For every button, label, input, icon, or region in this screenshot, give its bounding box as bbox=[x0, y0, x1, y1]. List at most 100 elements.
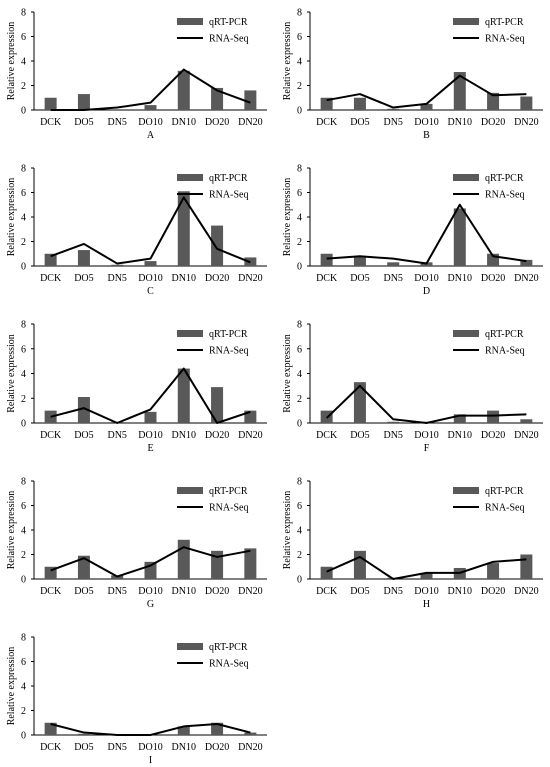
x-tick-label: DCK bbox=[40, 586, 62, 597]
x-tick-label: DN10 bbox=[448, 430, 472, 441]
y-tick-label: 2 bbox=[297, 237, 302, 248]
bar-qrt-pcr bbox=[244, 90, 257, 110]
y-tick-label: 4 bbox=[297, 213, 302, 224]
bar-qrt-pcr bbox=[44, 722, 57, 735]
x-tick-label: DO20 bbox=[481, 273, 505, 284]
y-tick-label: 8 bbox=[297, 8, 302, 19]
bar-qrt-pcr bbox=[144, 261, 157, 266]
bar-qrt-pcr bbox=[420, 103, 433, 110]
bar-qrt-pcr bbox=[77, 94, 90, 110]
legend-swatch-qrt-pcr bbox=[177, 174, 203, 181]
legend-swatch-qrt-pcr bbox=[453, 174, 479, 181]
panel-label: B bbox=[423, 130, 430, 141]
y-tick-label: 6 bbox=[21, 344, 26, 355]
y-tick-label: 4 bbox=[297, 369, 302, 380]
x-tick-label: DN10 bbox=[448, 117, 472, 128]
line-rna-seq bbox=[50, 68, 251, 111]
x-tick-label: DO5 bbox=[74, 430, 93, 441]
x-tick-label: DCK bbox=[40, 430, 62, 441]
x-tick-label: DN5 bbox=[383, 586, 402, 597]
bar-qrt-pcr bbox=[320, 253, 333, 266]
panel-label: G bbox=[147, 599, 154, 610]
chart-panel-g: 0 2 4 6 8 Relative expression DCK DO5 DN5 DO10 DN1… bbox=[6, 477, 267, 610]
bar-qrt-pcr bbox=[320, 97, 333, 110]
y-axis-title: Relative expression bbox=[282, 491, 293, 570]
bar-qrt-pcr bbox=[177, 539, 190, 579]
x-tick-label: DCK bbox=[40, 273, 62, 284]
x-tick-label: DN20 bbox=[514, 586, 538, 597]
x-tick-label: DN10 bbox=[172, 273, 196, 284]
y-tick-label: 8 bbox=[21, 8, 26, 19]
bar-qrt-pcr bbox=[211, 387, 224, 423]
x-tick-label: DO5 bbox=[350, 430, 369, 441]
x-tick-label: DN10 bbox=[448, 586, 472, 597]
y-tick-label: 0 bbox=[21, 262, 26, 273]
bar-qrt-pcr bbox=[77, 397, 90, 423]
bar-qrt-pcr bbox=[320, 566, 333, 579]
legend-label-rna-seq: RNA-Seq bbox=[485, 346, 524, 357]
x-tick-label: DN10 bbox=[172, 742, 196, 753]
legend-swatch-qrt-pcr bbox=[177, 643, 203, 650]
x-tick-label: DCK bbox=[316, 117, 338, 128]
y-tick-label: 0 bbox=[21, 731, 26, 742]
x-tick-label: DO10 bbox=[138, 117, 162, 128]
chart-panel-i: 0 2 4 6 8 Relative expression DCK DO5 DN5 DO10 DN1… bbox=[6, 633, 267, 766]
y-tick-label: 2 bbox=[297, 550, 302, 561]
line-rna-seq bbox=[326, 203, 527, 265]
bar-qrt-pcr bbox=[244, 732, 257, 735]
bar-qrt-pcr bbox=[177, 368, 190, 423]
bar-qrt-pcr bbox=[387, 108, 400, 110]
y-axis-title: Relative expression bbox=[282, 334, 293, 413]
y-tick-label: 0 bbox=[21, 575, 26, 586]
x-tick-label: DN10 bbox=[172, 117, 196, 128]
y-tick-label: 4 bbox=[21, 526, 26, 537]
y-tick-label: 6 bbox=[297, 501, 302, 512]
bar-qrt-pcr bbox=[520, 96, 533, 110]
y-tick-label: 4 bbox=[21, 369, 26, 380]
x-tick-label: DN20 bbox=[238, 117, 262, 128]
y-tick-label: 8 bbox=[21, 164, 26, 175]
legend-label-rna-seq: RNA-Seq bbox=[485, 34, 524, 45]
x-tick-label: DO5 bbox=[350, 117, 369, 128]
bar-qrt-pcr bbox=[44, 253, 57, 266]
y-axis-title: Relative expression bbox=[6, 334, 17, 413]
legend-label-qrt-pcr: qRT-PCR bbox=[209, 173, 248, 184]
line-rna-seq bbox=[325, 384, 527, 424]
x-tick-label: DN5 bbox=[107, 117, 126, 128]
x-tick-label: DN20 bbox=[238, 742, 262, 753]
y-axis-title: Relative expression bbox=[6, 491, 17, 570]
x-tick-label: DN5 bbox=[107, 586, 126, 597]
x-tick-label: DO10 bbox=[138, 586, 162, 597]
bar-qrt-pcr bbox=[387, 421, 400, 423]
x-tick-label: DO5 bbox=[74, 586, 93, 597]
bar-qrt-pcr bbox=[487, 92, 500, 110]
bar-qrt-pcr bbox=[44, 97, 57, 110]
bar-qrt-pcr bbox=[487, 563, 500, 579]
y-tick-label: 0 bbox=[21, 106, 26, 117]
x-tick-label: DO10 bbox=[414, 273, 438, 284]
panel-label: D bbox=[423, 286, 430, 297]
legend-label-rna-seq: RNA-Seq bbox=[209, 346, 248, 357]
line-rna-seq bbox=[50, 546, 251, 578]
bar-qrt-pcr bbox=[453, 208, 466, 266]
bar-qrt-pcr bbox=[177, 726, 190, 735]
x-tick-label: DN10 bbox=[172, 586, 196, 597]
legend-label-rna-seq: RNA-Seq bbox=[485, 190, 524, 201]
y-tick-label: 6 bbox=[297, 344, 302, 355]
y-tick-label: 4 bbox=[297, 526, 302, 537]
y-tick-label: 4 bbox=[21, 213, 26, 224]
line-rna-seq bbox=[50, 196, 251, 265]
x-tick-label: DN10 bbox=[172, 430, 196, 441]
legend-label-rna-seq: RNA-Seq bbox=[209, 659, 248, 670]
legend-swatch-qrt-pcr bbox=[177, 330, 203, 337]
bar-qrt-pcr bbox=[177, 70, 190, 110]
x-tick-label: DN20 bbox=[238, 273, 262, 284]
chart-panel-b: 0 2 4 6 8 Relative expression DCK DO5 DN5 DO10 DN1… bbox=[282, 8, 543, 141]
legend-swatch-qrt-pcr bbox=[453, 330, 479, 337]
bar-qrt-pcr bbox=[211, 722, 224, 735]
y-tick-label: 8 bbox=[297, 164, 302, 175]
y-axis-title: Relative expression bbox=[6, 22, 17, 101]
x-tick-label: DCK bbox=[316, 430, 338, 441]
chart-panel-a: 0 2 4 6 8 Relative expression DCK DO5 DN5 DO10 DN1… bbox=[6, 8, 267, 141]
